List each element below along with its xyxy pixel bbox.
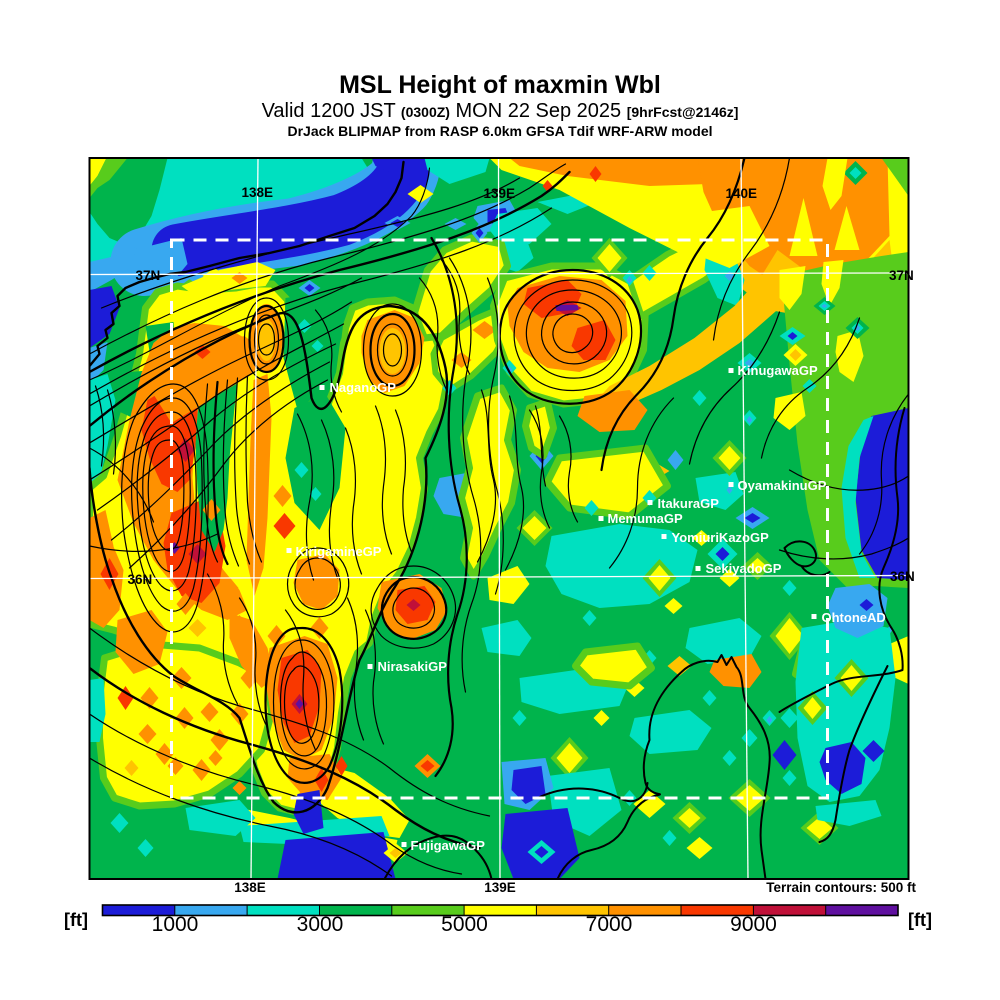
- svg-text:36N: 36N: [128, 572, 153, 587]
- svg-text:[ft]: [ft]: [908, 910, 932, 930]
- svg-text:DrJack BLIPMAP from RASP 6.0km: DrJack BLIPMAP from RASP 6.0km GFSA Tdif…: [288, 123, 713, 139]
- svg-text:MemumaGP: MemumaGP: [608, 511, 683, 526]
- svg-text:37N: 37N: [889, 268, 914, 283]
- svg-text:[ft]: [ft]: [64, 910, 88, 930]
- svg-text:1000: 1000: [152, 913, 199, 936]
- svg-text:Terrain contours: 500 ft: Terrain contours: 500 ft: [766, 880, 916, 895]
- svg-text:YomiuriKazoGP: YomiuriKazoGP: [672, 530, 770, 545]
- svg-text:ItakuraGP: ItakuraGP: [658, 496, 720, 511]
- svg-text:139E: 139E: [484, 880, 516, 895]
- svg-text:3000: 3000: [297, 913, 344, 936]
- svg-text:140E: 140E: [726, 186, 758, 201]
- svg-text:SekiyadoGP: SekiyadoGP: [706, 561, 782, 576]
- svg-text:KinugawaGP: KinugawaGP: [738, 363, 819, 378]
- svg-text:OhtoneAD: OhtoneAD: [822, 610, 886, 625]
- svg-text:36N: 36N: [890, 569, 915, 584]
- svg-text:5000: 5000: [441, 913, 488, 936]
- svg-text:FujigawaGP: FujigawaGP: [411, 838, 486, 853]
- svg-text:37N: 37N: [136, 268, 161, 283]
- svg-text:NirasakiGP: NirasakiGP: [378, 659, 448, 674]
- svg-text:138E: 138E: [234, 880, 266, 895]
- svg-text:Valid 1200 JST (0300Z) MON 22: Valid 1200 JST (0300Z) MON 22 Sep 2025 […: [262, 100, 739, 122]
- svg-text:139E: 139E: [484, 186, 516, 201]
- svg-text:NaganoGP: NaganoGP: [330, 380, 397, 395]
- svg-text:9000: 9000: [730, 913, 777, 936]
- svg-text:138E: 138E: [242, 185, 274, 200]
- svg-text:MSL Height of maxmin Wbl: MSL Height of maxmin Wbl: [339, 71, 661, 99]
- svg-text:7000: 7000: [586, 913, 633, 936]
- svg-text:OyamakinuGP: OyamakinuGP: [738, 478, 827, 493]
- svg-text:KirigamineGP: KirigamineGP: [296, 544, 382, 559]
